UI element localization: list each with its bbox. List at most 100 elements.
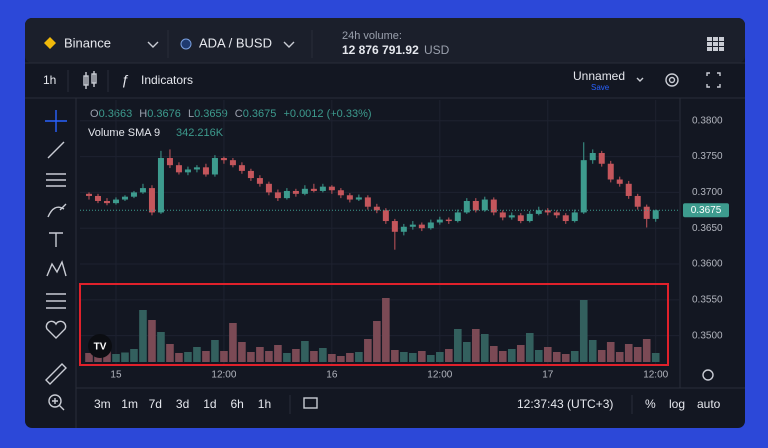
fullscreen-icon[interactable]	[706, 72, 721, 88]
axis-settings[interactable]	[702, 369, 714, 381]
top-bar	[25, 18, 745, 63]
candle-body	[85, 193, 92, 196]
indicators[interactable]: Indicators	[141, 73, 193, 87]
volume-bar	[534, 350, 543, 362]
legend-label: H	[139, 108, 147, 120]
candle-body	[571, 212, 578, 222]
interval[interactable]: 1h	[43, 73, 56, 87]
volume-bar	[615, 352, 624, 362]
volume-bar	[346, 353, 354, 362]
prediction-tool[interactable]	[46, 293, 66, 309]
volume-bar	[256, 347, 264, 362]
volume-bar	[148, 320, 156, 362]
chevron[interactable]	[147, 41, 159, 48]
highlight-box	[79, 283, 669, 366]
pattern-tool[interactable]	[46, 260, 67, 277]
y-tick-label: 0.3550	[692, 294, 723, 305]
brush-tool[interactable]	[47, 203, 67, 218]
range-button[interactable]: 7d	[149, 397, 162, 411]
favorites-tool[interactable]	[45, 320, 67, 339]
candle-body	[157, 158, 164, 213]
volume-bar	[103, 351, 111, 362]
legend-change: +0.0012 (+0.33%)	[283, 108, 371, 120]
candle-body	[517, 215, 524, 222]
candle-body	[508, 215, 515, 218]
layout-name[interactable]: Unnamed	[573, 69, 625, 83]
zoom-tool[interactable]	[48, 394, 62, 408]
candle-body	[445, 219, 452, 222]
volume-bar	[85, 353, 93, 362]
candle-body	[427, 222, 434, 229]
volume-bar	[202, 351, 210, 362]
candle-body	[247, 170, 254, 179]
candle-body	[112, 199, 119, 204]
volume-bar	[543, 347, 552, 362]
volume-bar	[525, 333, 534, 362]
range-button[interactable]: 3m	[94, 397, 111, 411]
volume-bar	[283, 353, 291, 362]
candle-body	[499, 212, 506, 218]
range-button[interactable]: 3d	[176, 397, 189, 411]
candle-body	[130, 192, 137, 197]
volume-bar	[310, 351, 318, 362]
x-tick-label: 17	[542, 370, 554, 381]
log-toggle[interactable]: log	[669, 397, 685, 411]
volume-bar	[175, 353, 183, 362]
auto-toggle[interactable]: auto	[697, 397, 721, 411]
volume-bar	[373, 321, 381, 362]
y-tick-label: 0.3600	[692, 259, 723, 270]
range-button[interactable]: 1h	[258, 397, 271, 411]
volume-bar	[274, 345, 282, 362]
fib-tool[interactable]	[46, 173, 66, 187]
x-tick-label: 12:00	[211, 370, 236, 381]
volume-bar	[489, 346, 498, 362]
candle-body	[328, 186, 335, 191]
legend-value: 0.3663	[99, 108, 133, 120]
candle-body	[364, 197, 371, 207]
legend-label: L	[188, 108, 194, 120]
text-tool[interactable]	[49, 232, 63, 247]
line-tool[interactable]	[47, 141, 65, 159]
save[interactable]: Save	[591, 83, 610, 92]
chevron[interactable]	[636, 77, 644, 82]
y-tick-label: 0.3800	[692, 115, 723, 126]
drawing-tools	[45, 110, 67, 411]
volume-bar	[364, 339, 372, 362]
volume-bar	[409, 353, 417, 362]
volume-bar	[337, 356, 345, 362]
pair[interactable]: ADA / BUSD	[199, 35, 272, 50]
volume-bar	[418, 351, 426, 362]
y-tick-label: 0.3650	[692, 223, 723, 234]
volume-bar	[606, 342, 615, 362]
volume-bar	[355, 352, 363, 362]
percent-toggle[interactable]: %	[645, 397, 656, 411]
range-button[interactable]: 1d	[203, 397, 216, 411]
volume-bar	[265, 351, 273, 362]
candle-body	[121, 196, 128, 200]
candle-type-icon[interactable]	[83, 71, 97, 89]
measure-tool[interactable]	[45, 363, 67, 385]
range-button[interactable]: 1m	[121, 397, 138, 411]
volume-bar	[247, 352, 255, 362]
date-range-icon[interactable]	[303, 397, 318, 409]
layout-icon[interactable]	[707, 37, 724, 51]
volume-bar	[193, 347, 201, 362]
volume-bar	[561, 354, 570, 362]
ohlc-legend: O0.3663 H0.3676 L0.3659 C0.3675 +0.0012 …	[90, 108, 372, 120]
crosshair-tool[interactable]	[45, 110, 67, 132]
candle-body	[292, 190, 299, 194]
candle-body	[274, 192, 281, 199]
volume-bar	[328, 354, 336, 362]
volume-bar	[454, 329, 462, 362]
volume-bar	[319, 348, 327, 362]
fx-icon[interactable]: ƒ	[121, 72, 129, 88]
settings-icon[interactable]	[665, 73, 679, 87]
candle-body	[490, 199, 497, 213]
x-tick-label: 15	[110, 370, 122, 381]
candle-body	[562, 215, 569, 222]
chevron[interactable]	[283, 41, 295, 48]
range-button[interactable]: 6h	[231, 397, 244, 411]
exchange[interactable]: Binance	[64, 35, 111, 50]
